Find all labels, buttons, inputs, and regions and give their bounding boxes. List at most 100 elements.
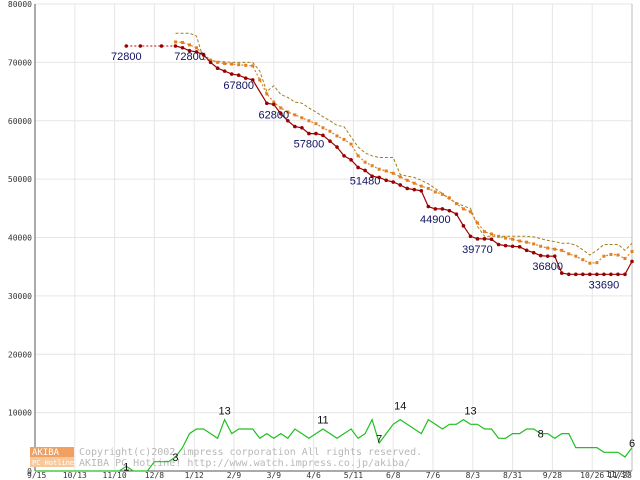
x-tick-label: 9/15: [27, 471, 46, 480]
min-price-point: [440, 207, 445, 211]
count-data-label: 14: [394, 401, 406, 413]
average-price-point: [223, 62, 227, 66]
min-price-point: [545, 254, 550, 258]
average-price-point: [335, 134, 339, 138]
grid: [35, 3, 633, 471]
count-data-label: 7: [376, 433, 382, 445]
min-price-point: [405, 186, 410, 191]
min-price-point: [475, 237, 480, 241]
min-price-point: [391, 180, 396, 184]
price-data-label: 57800: [294, 139, 325, 151]
count-data-label: 8: [538, 429, 544, 441]
min-price-point: [328, 139, 332, 143]
average-price-point: [588, 261, 592, 265]
average-price-point: [391, 171, 395, 175]
average-price-point: [497, 234, 501, 238]
max-price-line: [175, 32, 633, 256]
x-tick-label: 6/8: [386, 471, 401, 480]
x-tick-label: 11/30: [606, 470, 630, 479]
min-price-point: [180, 45, 185, 50]
price-data-label: 72800: [174, 51, 205, 63]
count-data-label: 13: [219, 405, 231, 417]
price-data-label: 51480: [350, 175, 381, 187]
min-price-point: [609, 272, 613, 277]
y-tick-label: 10000: [8, 409, 32, 418]
x-tick-label: 8/31: [503, 471, 522, 480]
min-price-point: [187, 48, 192, 53]
price-data-label: 33690: [589, 279, 620, 291]
average-price-point: [616, 253, 620, 257]
min-price-point: [616, 272, 620, 277]
average-price-point: [195, 46, 199, 50]
min-price-point: [426, 204, 431, 209]
average-price-point: [609, 252, 613, 256]
average-price-point: [433, 190, 437, 194]
count-data-label: 11: [317, 415, 328, 427]
price-data-label: 39770: [462, 244, 493, 256]
average-price-point: [546, 246, 550, 250]
min-price-point: [482, 237, 487, 241]
price-data-label: 36800: [532, 261, 563, 273]
average-price-point: [412, 181, 416, 185]
min-price-point: [552, 254, 557, 258]
average-price-point: [447, 196, 451, 200]
x-tick-label: 4/6: [306, 471, 321, 480]
min-price-point: [517, 245, 522, 249]
average-price-point: [468, 210, 472, 214]
price-data-label: 72800: [111, 51, 142, 63]
y-tick-label: 20000: [8, 350, 32, 359]
min-price-point: [215, 66, 220, 71]
y-tick-label: 60000: [8, 117, 32, 126]
min-price-point: [279, 111, 283, 116]
min-price-point: [363, 168, 367, 173]
min-price-point: [124, 44, 129, 48]
min-price-point: [630, 259, 634, 264]
average-price-point: [363, 160, 367, 164]
min-price-point: [194, 50, 199, 54]
min-price-point: [574, 272, 578, 277]
min-price-point: [370, 174, 374, 179]
x-axis-ticks: 9/15 10/13 11/10 12/8 1/12 2/9 3/9 4/6 5/11 6/8 7/…: [27, 470, 632, 480]
average-price-point: [405, 178, 409, 182]
x-tick-label: 11/10: [103, 471, 127, 480]
min-price-point: [222, 69, 227, 73]
min-price-point: [581, 272, 585, 277]
min-price-point: [208, 60, 213, 65]
average-price-point: [440, 192, 444, 196]
average-price-point: [216, 60, 220, 64]
min-price-point: [531, 250, 536, 255]
average-price-point: [532, 242, 536, 246]
average-price-point: [237, 63, 241, 67]
y-tick-label: 40000: [8, 234, 32, 243]
min-price-point: [321, 133, 325, 138]
min-price-point: [623, 272, 627, 277]
average-price-point: [560, 248, 564, 252]
min-price-point: [293, 124, 297, 129]
x-tick-label: 3/9: [267, 471, 282, 480]
count-data-label: 1: [123, 461, 129, 473]
min-price-point: [524, 248, 529, 253]
x-tick-label: 7/6: [426, 471, 441, 480]
price-data-label: 62800: [259, 109, 290, 121]
y-tick-label: 0: [27, 467, 32, 476]
value-labels: 72800 72800 67800 62800 57800 51480 44900 39770…: [111, 51, 635, 473]
y-tick-label: 30000: [8, 292, 32, 301]
average-price-point: [342, 137, 346, 141]
average-price-point: [272, 100, 276, 104]
x-tick-label: 9/28: [543, 471, 562, 480]
y-tick-label: 80000: [8, 0, 32, 9]
average-price-point: [490, 232, 494, 236]
min-price-point: [159, 44, 164, 48]
min-price-point: [307, 131, 311, 136]
average-price-point: [188, 43, 192, 47]
average-price-point: [286, 110, 290, 114]
x-tick-label: 8/3: [466, 471, 481, 480]
average-price-point: [244, 63, 248, 67]
average-price-point: [475, 221, 479, 225]
min-price-point: [503, 243, 508, 248]
average-price-point: [574, 254, 578, 258]
min-price-point: [398, 183, 403, 187]
logo-top-text: AKIBA: [32, 448, 60, 458]
min-price-point: [412, 187, 417, 192]
min-price-point: [173, 44, 178, 48]
